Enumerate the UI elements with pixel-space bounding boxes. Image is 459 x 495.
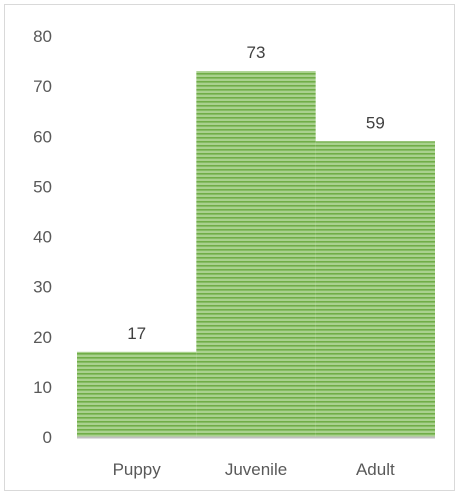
data-labels: 17 73 59 (127, 43, 385, 343)
y-tick-label-40: 40 (33, 228, 52, 247)
y-tick-label-80: 80 (33, 27, 52, 46)
y-tick-label-30: 30 (33, 278, 52, 297)
bar-chart: 0 10 20 30 40 50 60 70 80 17 73 59 Puppy Juvenile Ad… (33, 27, 435, 479)
y-axis-tick-labels: 0 10 20 30 40 50 60 70 80 (33, 27, 52, 447)
category-label-juvenile: Juvenile (225, 460, 287, 479)
y-tick-label-20: 20 (33, 328, 52, 347)
y-tick-label-10: 10 (33, 378, 52, 397)
y-tick-label-70: 70 (33, 77, 52, 96)
data-label-adult: 59 (366, 113, 385, 132)
category-label-puppy: Puppy (113, 460, 162, 479)
chart-frame: 0 10 20 30 40 50 60 70 80 17 73 59 Puppy Juvenile Ad… (4, 4, 455, 491)
data-label-juvenile: 73 (247, 43, 266, 62)
bar-adult (315, 141, 435, 437)
y-tick-label-50: 50 (33, 177, 52, 196)
bars (77, 71, 435, 438)
category-label-adult: Adult (356, 460, 395, 479)
data-label-puppy: 17 (127, 324, 146, 343)
y-tick-label-60: 60 (33, 127, 52, 146)
bar-puppy (77, 351, 197, 437)
bar-juvenile (196, 71, 316, 438)
y-tick-label-0: 0 (43, 428, 52, 447)
x-axis-category-labels: Puppy Juvenile Adult (113, 460, 395, 479)
